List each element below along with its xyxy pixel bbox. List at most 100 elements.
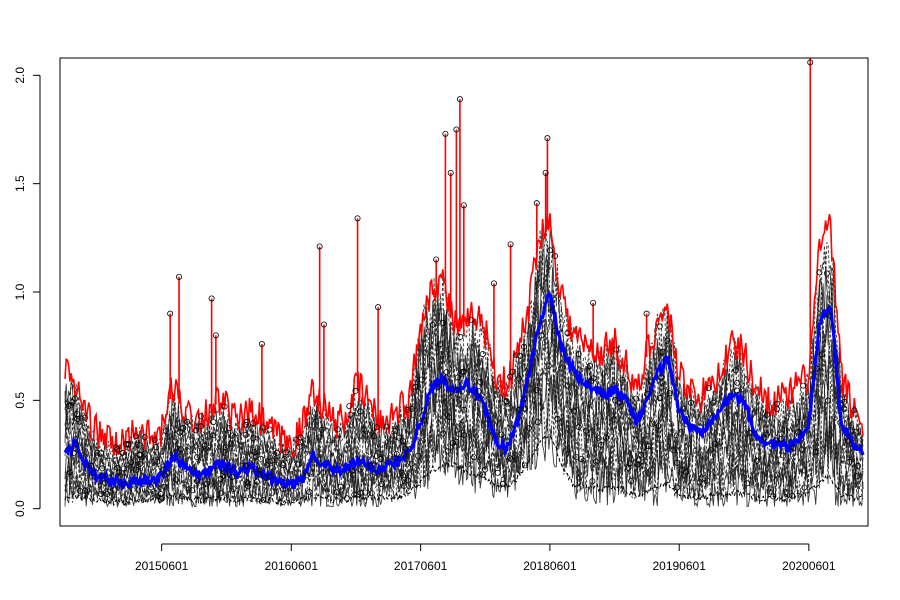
observation-point	[457, 333, 464, 340]
observation-point	[197, 423, 204, 430]
observation-point	[408, 460, 415, 467]
observation-point	[437, 341, 444, 348]
observation-point	[648, 378, 655, 385]
observation-point	[316, 434, 323, 441]
observation-point	[378, 481, 385, 488]
spike-point	[643, 310, 650, 317]
observation-point	[823, 270, 830, 277]
observation-point	[348, 467, 355, 474]
observation-point	[464, 461, 471, 468]
observation-point	[812, 449, 819, 456]
ensemble-member-line	[64, 339, 864, 495]
observation-point	[157, 496, 164, 503]
observation-point	[508, 456, 515, 463]
observation-point	[470, 454, 477, 461]
observation-point	[147, 484, 154, 491]
observation-point	[770, 493, 777, 500]
spike-point	[544, 135, 551, 142]
observation-point	[210, 432, 217, 439]
observation-point	[533, 387, 540, 394]
lower-series-line	[64, 434, 864, 507]
observation-point	[664, 337, 671, 344]
observation-point	[90, 469, 97, 476]
observation-point	[782, 489, 789, 496]
observation-point	[573, 454, 580, 461]
observation-point	[402, 445, 409, 452]
observation-point	[197, 413, 204, 420]
observation-point	[746, 429, 753, 436]
observation-point	[564, 330, 571, 337]
observation-point	[658, 374, 665, 381]
ensemble-member-line	[64, 377, 864, 507]
observation-point	[628, 478, 635, 485]
observation-point	[222, 444, 229, 451]
observation-point	[99, 465, 106, 472]
x-tick-label: 20180601	[523, 559, 577, 573]
observation-point	[337, 483, 344, 490]
observation-point	[257, 455, 264, 462]
observation-point	[603, 434, 610, 441]
observation-point	[851, 407, 858, 414]
plot-frame	[59, 57, 869, 527]
observation-point	[418, 376, 425, 383]
observation-point	[498, 431, 505, 438]
observation-point	[101, 479, 108, 486]
observation-point	[841, 398, 848, 405]
observation-point	[453, 386, 460, 393]
spike-point	[316, 243, 323, 250]
spike-point	[456, 96, 463, 103]
observation-point	[134, 442, 141, 449]
observation-point	[94, 449, 101, 456]
observation-point	[503, 397, 510, 404]
observation-point	[588, 377, 595, 384]
observation-point	[429, 321, 436, 328]
observation-point	[266, 426, 273, 433]
observation-point	[377, 455, 384, 462]
observation-point	[754, 457, 761, 464]
spike-point	[490, 280, 497, 287]
observation-point	[220, 472, 227, 479]
observation-point	[71, 395, 78, 402]
observation-point	[351, 491, 358, 498]
observation-point	[266, 473, 273, 480]
observation-point	[674, 484, 681, 491]
observation-point	[171, 438, 178, 445]
observation-point	[688, 399, 695, 406]
observation-point	[732, 367, 739, 374]
observation-point	[421, 417, 428, 424]
observation-point	[509, 368, 516, 375]
observation-point	[227, 440, 234, 447]
spike-point	[442, 130, 449, 137]
observation-point	[593, 458, 600, 465]
observation-point	[152, 444, 159, 451]
observation-point	[475, 388, 482, 395]
observation-point	[81, 414, 88, 421]
observation-point	[189, 487, 196, 494]
observation-point	[252, 465, 259, 472]
observation-point	[230, 485, 237, 492]
observation-point	[184, 418, 191, 425]
y-tick-label: 1.5	[13, 175, 27, 192]
observation-point	[253, 478, 260, 485]
observation-point	[611, 396, 618, 403]
observation-point	[613, 346, 620, 353]
observation-point	[251, 449, 258, 456]
observation-point	[552, 252, 559, 259]
observation-point	[656, 323, 663, 330]
observation-point	[292, 436, 299, 443]
observation-point	[297, 434, 304, 441]
observation-point	[711, 440, 718, 447]
observation-point	[282, 449, 289, 456]
observation-point	[78, 415, 85, 422]
observation-point	[443, 369, 450, 376]
observation-point	[534, 418, 541, 425]
y-tick-label: 0.0	[13, 500, 27, 517]
observation-point	[226, 425, 233, 432]
spike-point	[320, 321, 327, 328]
observation-point	[734, 379, 741, 386]
observation-point	[136, 460, 143, 467]
point-markers-layer	[65, 59, 862, 503]
observation-point	[645, 443, 652, 450]
observation-point	[525, 425, 532, 432]
